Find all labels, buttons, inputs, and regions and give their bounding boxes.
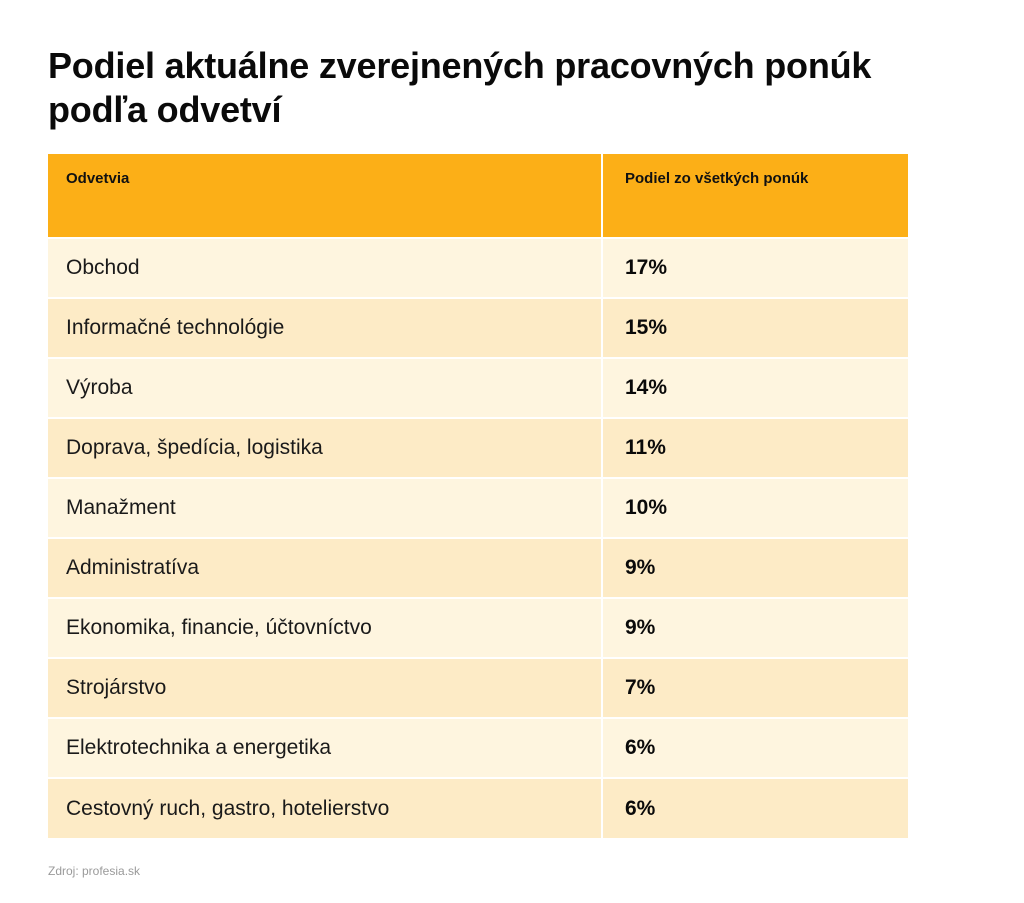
- column-header-share: Podiel zo všetkých ponúk: [601, 154, 908, 238]
- industry-cell: Ekonomika, financie, účtovníctvo: [48, 597, 602, 658]
- table-body: Obchod 17% Informačné technológie 15% Výroba…: [48, 237, 908, 838]
- share-cell: 15%: [601, 297, 908, 358]
- industry-cell: Cestovný ruch, gastro, hotelierstvo: [48, 777, 602, 838]
- industry-cell: Elektrotechnika a energetika: [48, 717, 602, 778]
- table-row: Doprava, špedícia, logistika 11%: [48, 417, 908, 478]
- table-row: Informačné technológie 15%: [48, 297, 908, 358]
- share-cell: 17%: [601, 237, 908, 298]
- table-row: Administratíva 9%: [48, 537, 908, 598]
- column-header-category: Odvetvia: [48, 154, 602, 238]
- share-cell: 14%: [601, 357, 908, 418]
- share-cell: 10%: [601, 477, 908, 538]
- industry-cell: Informačné technológie: [48, 297, 602, 358]
- share-cell: 7%: [601, 657, 908, 718]
- table-header-row: Odvetvia Podiel zo všetkých ponúk: [48, 154, 908, 238]
- table-row: Výroba 14%: [48, 357, 908, 418]
- table-row: Strojárstvo 7%: [48, 657, 908, 718]
- table-row: Obchod 17%: [48, 237, 908, 298]
- share-cell: 11%: [601, 417, 908, 478]
- chart-title: Podiel aktuálne zverejnených pracovných …: [48, 45, 872, 130]
- share-cell: 6%: [601, 777, 908, 838]
- source-note: Zdroj: profesia.sk: [48, 864, 141, 878]
- share-cell: 6%: [601, 717, 908, 778]
- table-row: Ekonomika, financie, účtovníctvo 9%: [48, 597, 908, 658]
- data-table: Odvetvia Podiel zo všetkých ponúk Obchod…: [48, 154, 908, 838]
- industry-cell: Strojárstvo: [48, 657, 602, 718]
- table-row: Elektrotechnika a energetika 6%: [48, 717, 908, 778]
- table-row: Manažment 10%: [48, 477, 908, 538]
- data-table-container: Odvetvia Podiel zo všetkých ponúk Obchod…: [48, 154, 908, 838]
- industry-cell: Doprava, špedícia, logistika: [48, 417, 602, 478]
- industry-cell: Manažment: [48, 477, 602, 538]
- industry-cell: Administratíva: [48, 537, 602, 598]
- industry-cell: Výroba: [48, 357, 602, 418]
- share-cell: 9%: [601, 537, 908, 598]
- table-row: Cestovný ruch, gastro, hotelierstvo 6%: [48, 777, 908, 838]
- share-cell: 9%: [601, 597, 908, 658]
- industry-cell: Obchod: [48, 237, 602, 298]
